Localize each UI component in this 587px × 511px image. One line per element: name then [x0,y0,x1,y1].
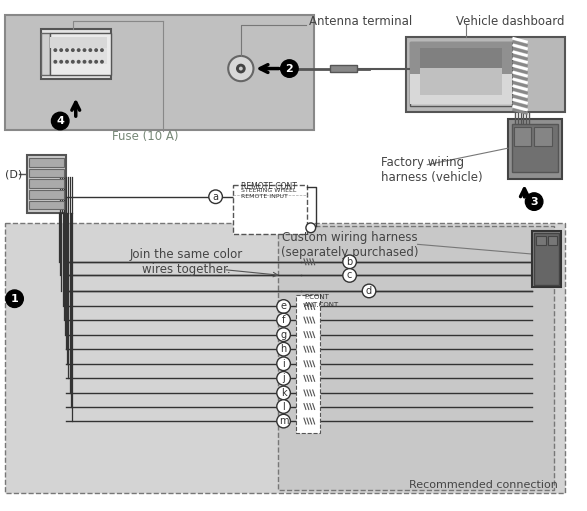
Text: j: j [282,374,285,383]
Text: Vehicle dashboard: Vehicle dashboard [457,15,565,28]
Text: c: c [347,270,352,281]
Circle shape [53,60,58,64]
Circle shape [71,60,75,64]
Text: ANT.CONT: ANT.CONT [304,303,339,309]
Text: m: m [279,416,288,426]
Text: k: k [281,388,286,398]
Circle shape [277,313,291,327]
Text: 4: 4 [56,116,64,126]
Text: f: f [282,315,285,325]
Bar [534,127,552,146]
Text: i: i [282,359,285,369]
Circle shape [100,60,104,64]
Circle shape [52,112,69,130]
Text: Recommended connection: Recommended connection [409,480,558,490]
Circle shape [83,48,86,52]
Bar [29,179,64,188]
Text: P.CONT: P.CONT [304,294,329,300]
Circle shape [77,48,80,52]
Text: a: a [212,192,218,202]
Text: d: d [366,286,372,296]
Bar [532,231,561,287]
Circle shape [59,60,63,64]
Bar [296,295,321,433]
Bar [420,48,502,67]
Text: STEERING WHEEL
REMOTE INPUT: STEERING WHEEL REMOTE INPUT [241,188,296,199]
Bar [406,36,565,112]
Circle shape [306,223,316,233]
Circle shape [343,255,356,269]
Bar [5,15,313,130]
Text: 2: 2 [285,63,294,74]
Circle shape [362,284,376,298]
Text: Antenna terminal: Antenna terminal [309,15,412,29]
Circle shape [343,269,356,282]
Circle shape [100,48,104,52]
Circle shape [277,414,291,428]
Bar [512,124,558,173]
Bar [410,42,512,75]
Bar [330,65,357,73]
Circle shape [525,193,543,211]
Circle shape [65,48,69,52]
Bar [514,127,531,146]
Bar [41,33,50,75]
Text: 1: 1 [11,294,18,304]
Bar [410,42,512,106]
Text: REMOTE CONT: REMOTE CONT [241,182,296,191]
Circle shape [71,48,75,52]
Text: h: h [281,344,286,354]
Text: Join the same color
wires together.: Join the same color wires together. [130,248,243,276]
Text: e: e [281,301,286,312]
Circle shape [228,56,254,81]
Bar [29,158,64,167]
Bar [534,233,559,285]
Bar [41,29,111,79]
Circle shape [277,386,291,400]
Circle shape [281,60,298,77]
Circle shape [277,400,291,413]
Circle shape [236,64,246,74]
Text: l: l [282,402,285,411]
Text: (D): (D) [5,170,22,179]
Text: g: g [281,330,286,340]
Bar [420,67,502,95]
Bar [548,236,558,245]
Circle shape [277,357,291,370]
Text: Factory wiring
harness (vehicle): Factory wiring harness (vehicle) [381,156,483,184]
Circle shape [6,290,23,308]
Text: b: b [346,257,353,267]
Circle shape [59,48,63,52]
Circle shape [209,190,222,203]
Bar [508,119,562,179]
Circle shape [89,60,92,64]
Circle shape [89,48,92,52]
Circle shape [277,299,291,313]
Bar [29,201,64,210]
Circle shape [277,371,291,385]
Bar [5,223,565,493]
Circle shape [53,48,58,52]
Bar [29,190,64,199]
Bar [50,36,107,48]
Text: 3: 3 [530,197,538,206]
Circle shape [65,60,69,64]
Circle shape [83,60,86,64]
Bar [233,185,307,234]
Text: Fuse (10 A): Fuse (10 A) [112,130,178,143]
Text: Custom wiring harness
(separately purchased): Custom wiring harness (separately purcha… [281,231,419,259]
Circle shape [239,66,243,71]
Bar [536,236,546,245]
Bar [29,169,64,177]
Bar [50,33,111,75]
Circle shape [94,48,98,52]
Bar [278,226,554,490]
Circle shape [277,328,291,341]
Circle shape [77,60,80,64]
Bar [27,155,66,213]
Bar [410,75,512,104]
Circle shape [277,342,291,356]
Bar [52,48,107,64]
Circle shape [94,60,98,64]
